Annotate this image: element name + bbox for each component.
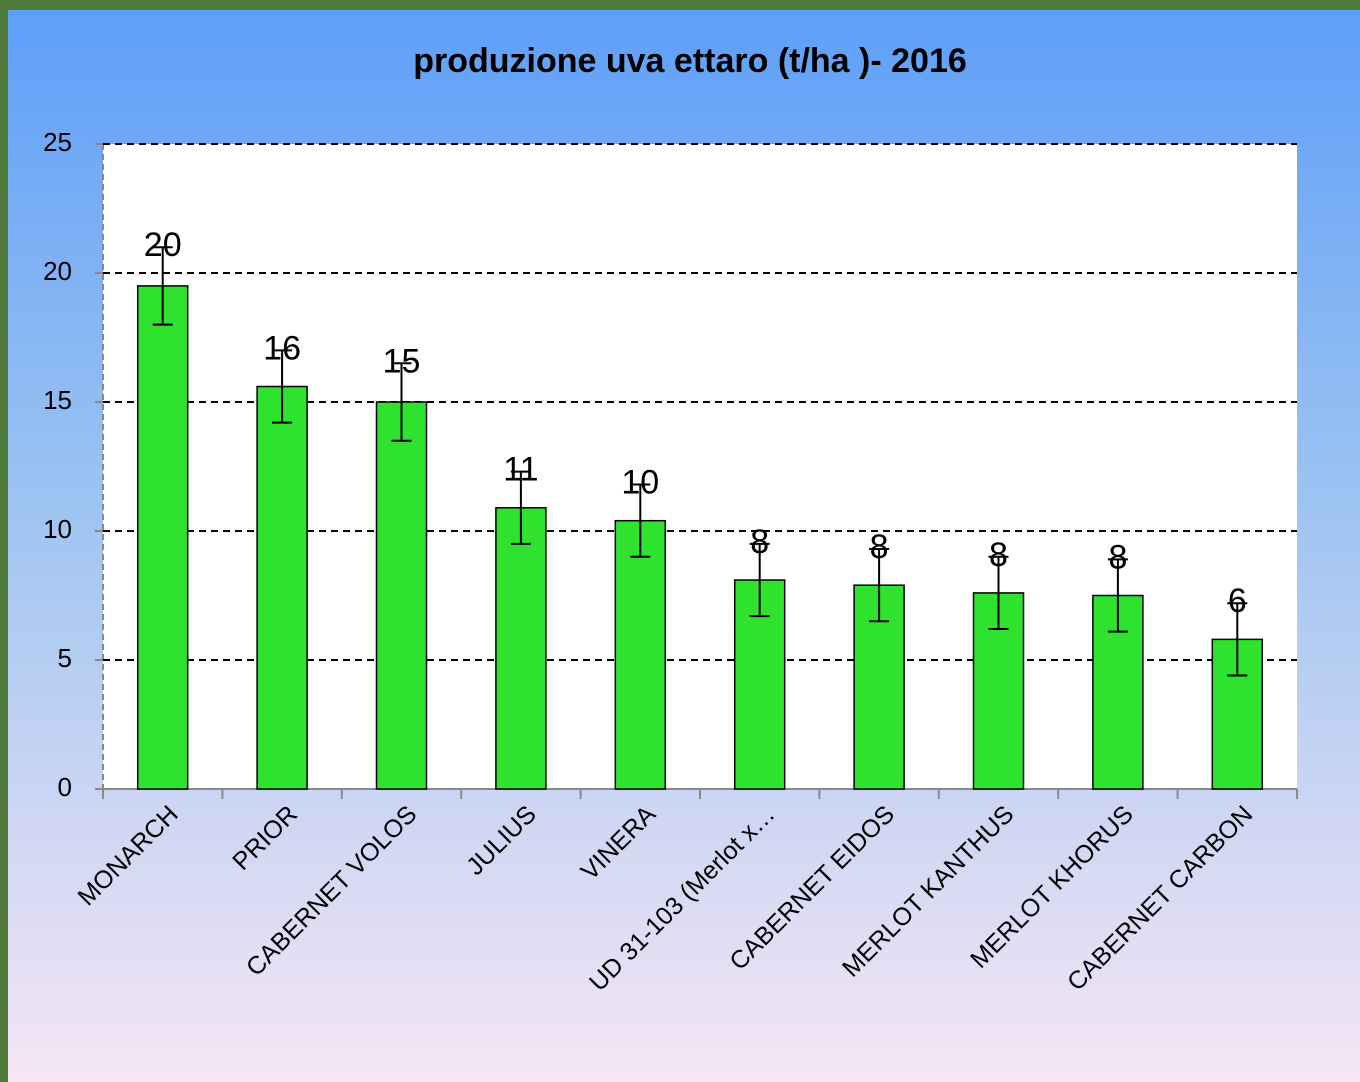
data-label: 15 bbox=[383, 342, 421, 380]
bar bbox=[495, 507, 547, 790]
data-label: 8 bbox=[989, 536, 1008, 574]
bar bbox=[853, 584, 905, 790]
y-tick-label: 5 bbox=[58, 643, 72, 673]
y-tick-label: 0 bbox=[58, 772, 72, 802]
data-label: 8 bbox=[750, 523, 769, 561]
data-label: 10 bbox=[621, 464, 659, 502]
bar bbox=[614, 519, 667, 790]
data-label: 6 bbox=[1228, 582, 1247, 620]
y-tick-label: 15 bbox=[43, 385, 72, 415]
y-tick-label: 20 bbox=[43, 256, 72, 286]
y-tick-label: 25 bbox=[43, 127, 72, 157]
data-label: 11 bbox=[503, 451, 538, 489]
data-label: 8 bbox=[870, 528, 889, 566]
y-tick-label: 10 bbox=[43, 514, 72, 544]
data-label: 16 bbox=[263, 329, 301, 367]
data-label: 20 bbox=[144, 226, 182, 264]
bar bbox=[136, 285, 189, 790]
bar bbox=[375, 401, 428, 790]
chart-title: produzione uva ettaro (t/ha )- 2016 bbox=[413, 42, 967, 80]
data-label: 8 bbox=[1108, 538, 1127, 576]
bar bbox=[256, 385, 308, 790]
